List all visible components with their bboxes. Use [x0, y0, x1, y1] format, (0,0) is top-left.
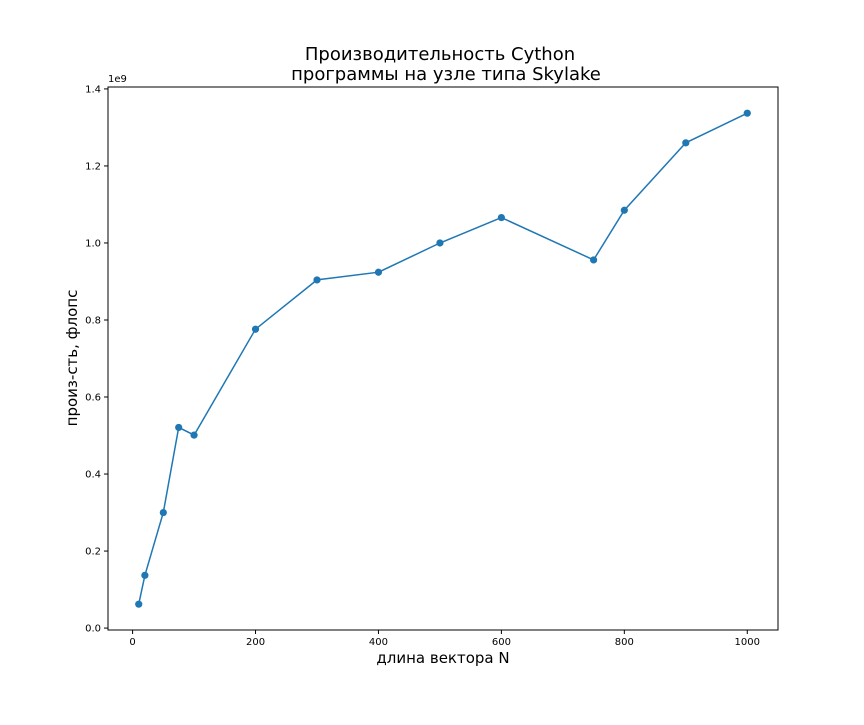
y-tick-label: 0.6: [85, 393, 101, 404]
data-point: [159, 508, 167, 517]
data-point: [141, 571, 149, 579]
x-tick-label: 800: [615, 637, 634, 648]
y-tick-label: 1.4: [85, 84, 101, 95]
y-tick-label: 1.2: [85, 161, 101, 172]
y-tick-label: 1.0: [85, 238, 101, 249]
y-tick-label: 0.2: [85, 547, 101, 558]
chart-title-line-2: программы на узле типа Skylake: [291, 64, 601, 85]
x-tick-label: 0: [129, 637, 135, 648]
series-line: [137, 112, 748, 605]
data-point: [743, 109, 751, 117]
plot-area: 0 200 400 600 800 1000 0.0 0.2 0.4 0.6 0.8 1.0 1.2 1.…: [85, 84, 779, 648]
x-tick-label: 1000: [735, 637, 760, 648]
data-point: [589, 256, 598, 264]
data-point: [135, 600, 143, 608]
y-tick-label: 0.8: [85, 315, 101, 326]
y-tick-label: 0.4: [85, 470, 101, 481]
data-point: [251, 325, 260, 333]
chart-title-line-1: Производительность Cython: [305, 44, 575, 65]
data-point: [374, 268, 383, 276]
data-point: [682, 139, 690, 147]
y-axis-title: произ-сть, флопс: [63, 290, 81, 427]
y-offset-label: 1e9: [108, 74, 127, 85]
data-point: [620, 206, 628, 214]
data-point: [436, 239, 444, 247]
y-tick-label: 0.0: [85, 624, 101, 635]
data-point: [190, 431, 198, 439]
plot-frame: [107, 86, 779, 631]
data-point: [175, 423, 183, 432]
x-tick-label: 400: [369, 637, 388, 648]
x-axis-title: длина вектора N: [376, 649, 509, 667]
x-tick-label: 600: [492, 637, 511, 648]
data-point: [313, 276, 321, 284]
x-tick-label: 200: [246, 637, 265, 648]
data-point: [497, 213, 505, 222]
